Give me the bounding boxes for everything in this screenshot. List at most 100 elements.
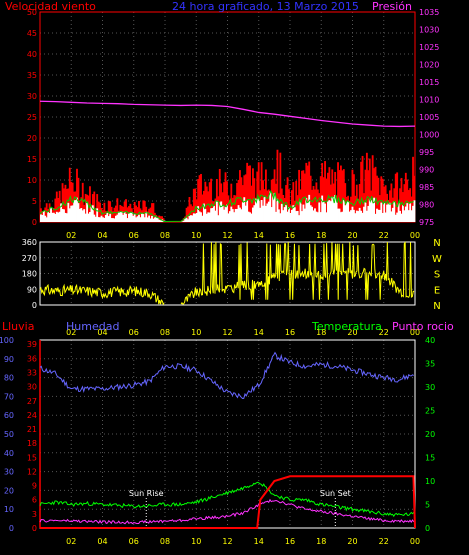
wind-gust-bar [250, 185, 253, 222]
wind-avg-bar [146, 217, 149, 222]
x-tick-label: 12 [222, 328, 232, 337]
y-tick-label: 20 [425, 430, 435, 439]
wind-avg-bar [327, 201, 329, 222]
wind-avg-bar [244, 205, 247, 222]
x-tick-label: 06 [129, 328, 139, 337]
y-tick-label: 995 [419, 148, 434, 157]
wind-avg-bar [270, 207, 273, 222]
y-tick-label: 1010 [419, 96, 439, 105]
wind-gust-bar [288, 189, 290, 222]
wind-gust-bar [58, 190, 61, 222]
wind-gust-bar [148, 208, 151, 222]
y-tick-label: 1035 [419, 8, 439, 17]
wind-avg-bar [338, 208, 341, 222]
wind-gust-bar [103, 202, 106, 222]
wind-gust-bar [182, 218, 185, 222]
wind-gust-bar [322, 177, 325, 222]
x-tick-label: 16 [285, 328, 295, 337]
wind-avg-bar [198, 211, 201, 222]
wind-gust-bar [55, 191, 58, 222]
x-tick-label: 12 [222, 537, 232, 546]
wind-avg-bar [263, 197, 266, 222]
wind-avg-bar [123, 211, 126, 222]
wind-avg-bar [357, 211, 360, 222]
wind-avg-bar [153, 217, 156, 222]
y-tick-label: 3 [32, 510, 37, 519]
wind-gust-bar [195, 199, 198, 222]
wind-avg-bar [347, 201, 350, 222]
wind-gust-bar [125, 199, 127, 222]
wind-gust-bar [328, 167, 331, 222]
wind-gust-bar [361, 155, 364, 222]
wind-gust-bar [89, 186, 91, 222]
y-tick-label: 33 [27, 369, 37, 378]
wind-gust-bar [270, 179, 273, 222]
y-tick-label: 0 [425, 524, 430, 533]
x-tick-label: 04 [97, 328, 107, 337]
wind-avg-bar [109, 213, 112, 222]
wind-avg-bar [239, 207, 241, 222]
wind-avg-bar [334, 195, 337, 222]
wind-avg-bar [119, 211, 122, 222]
wind-gust-bar [87, 195, 90, 222]
wind-avg-bar [292, 205, 295, 222]
wind-avg-bar [331, 196, 334, 222]
wind-avg-bar [279, 213, 282, 222]
y-tick-label: 50 [27, 8, 37, 17]
wind-gust-bar [161, 216, 163, 222]
wind-avg-bar [204, 208, 207, 222]
wind-avg-bar [315, 211, 318, 222]
wind-avg-bar [344, 205, 347, 222]
wind-avg-bar [318, 202, 321, 222]
wind-gust-bar [115, 205, 117, 222]
y-tick-label: 6 [32, 496, 37, 505]
wind-avg-bar [363, 206, 365, 222]
x-tick-label: 20 [347, 537, 357, 546]
wind-gust-bar [63, 188, 65, 222]
wind-gust-bar [315, 182, 318, 222]
x-tick-label: 22 [379, 328, 389, 337]
y-tick-label: 25 [27, 113, 37, 122]
wind-avg-bar [376, 208, 378, 222]
wind-gust-bar [149, 207, 152, 222]
wind-avg-bar [361, 212, 364, 222]
y-tick-label: 10 [425, 477, 435, 486]
wind-avg-bar [247, 211, 250, 222]
x-tick-label: 10 [191, 231, 201, 240]
x-tick-label: 08 [160, 537, 170, 546]
wind-gust-bar [102, 210, 104, 222]
wind-gust-bar [306, 165, 309, 222]
wind-avg-bar [384, 212, 387, 222]
wind-avg-bar [91, 205, 94, 222]
wind-gust-bar [285, 185, 288, 222]
wind-avg-bar [40, 214, 42, 222]
wind-avg-bar [211, 207, 214, 222]
wind-avg-bar [151, 215, 153, 222]
wind-avg-bar [342, 200, 345, 222]
wind-gust-bar [341, 170, 344, 222]
wind-gust-bar [373, 168, 376, 222]
wind-avg-bar [410, 210, 413, 222]
wind-avg-bar [54, 213, 57, 222]
wind-avg-bar [275, 211, 277, 222]
wind-avg-bar [217, 215, 220, 222]
wind-gust-bar [365, 152, 368, 222]
wind-gust-bar [244, 174, 247, 222]
wind-avg-bar [89, 212, 91, 222]
y-tick-label: 35 [425, 360, 435, 369]
y-tick-label: 45 [27, 29, 37, 38]
x-tick-label: 02 [66, 231, 76, 240]
temperature-line [39, 481, 415, 518]
wind-gust-bar [357, 198, 360, 222]
y-tick-label: 15 [27, 453, 37, 462]
wind-avg-bar [227, 213, 230, 222]
wind-avg-bar [133, 213, 136, 222]
y-tick-label: 0 [32, 301, 37, 310]
wind-avg-bar [289, 213, 292, 222]
wind-avg-bar [348, 211, 351, 222]
wind-avg-bar [152, 218, 155, 222]
direction-line [39, 283, 165, 306]
wind-avg-bar [44, 215, 47, 222]
wind-gust-bar [305, 162, 308, 222]
wind-gust-bar [194, 188, 197, 222]
